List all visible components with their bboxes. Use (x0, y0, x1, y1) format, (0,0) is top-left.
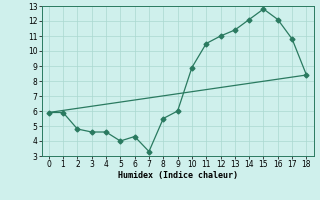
X-axis label: Humidex (Indice chaleur): Humidex (Indice chaleur) (118, 171, 237, 180)
